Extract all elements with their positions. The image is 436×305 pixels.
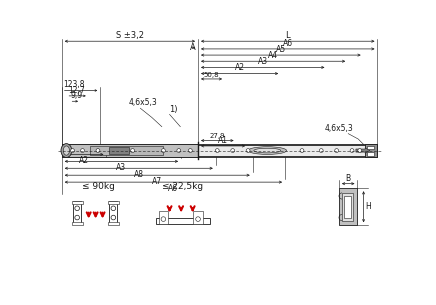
Circle shape — [319, 149, 323, 152]
Text: 4,6x5,3: 4,6x5,3 — [129, 99, 157, 107]
Circle shape — [335, 149, 339, 152]
FancyArrow shape — [356, 148, 370, 153]
Bar — [342, 193, 353, 221]
Text: 12,7: 12,7 — [68, 86, 85, 95]
Text: A7: A7 — [152, 177, 162, 186]
Circle shape — [161, 217, 166, 221]
Text: A3: A3 — [116, 163, 126, 172]
Circle shape — [111, 206, 116, 211]
Text: A3: A3 — [258, 57, 268, 66]
Circle shape — [188, 149, 192, 152]
Circle shape — [81, 149, 85, 152]
Bar — [62, 144, 378, 157]
Text: 27,9: 27,9 — [209, 133, 225, 139]
Circle shape — [75, 215, 79, 220]
Bar — [90, 146, 164, 155]
Bar — [109, 201, 117, 224]
Ellipse shape — [63, 146, 69, 155]
Ellipse shape — [61, 144, 72, 157]
Circle shape — [196, 217, 201, 221]
Circle shape — [246, 149, 250, 152]
Bar — [368, 145, 374, 149]
Bar — [339, 188, 358, 225]
Ellipse shape — [254, 148, 281, 153]
Text: 4,6x5,3: 4,6x5,3 — [325, 124, 354, 133]
Bar — [72, 222, 82, 225]
Bar — [156, 217, 210, 224]
Text: S ±3,2: S ±3,2 — [116, 31, 144, 40]
Text: 1): 1) — [170, 105, 178, 113]
Bar — [368, 152, 374, 156]
Text: A4: A4 — [268, 51, 278, 60]
Bar — [62, 144, 198, 157]
Text: A2: A2 — [79, 156, 89, 165]
Bar — [365, 144, 378, 157]
Bar — [159, 211, 168, 224]
Text: A8: A8 — [134, 170, 144, 179]
Text: A6: A6 — [168, 184, 178, 193]
Text: A1: A1 — [218, 136, 228, 145]
Text: A: A — [190, 43, 196, 52]
Bar — [194, 211, 203, 224]
Circle shape — [131, 149, 135, 152]
Ellipse shape — [248, 147, 286, 154]
Text: A6: A6 — [283, 39, 293, 48]
Text: 123,8: 123,8 — [63, 80, 85, 89]
Circle shape — [300, 149, 304, 152]
Text: A2: A2 — [235, 63, 245, 72]
Text: L: L — [286, 31, 290, 40]
Circle shape — [71, 149, 75, 152]
Text: A5: A5 — [276, 45, 286, 54]
Text: 50,8: 50,8 — [204, 72, 219, 78]
Bar — [73, 201, 81, 224]
Bar — [108, 201, 119, 204]
Text: 9,9: 9,9 — [70, 91, 82, 100]
Circle shape — [350, 149, 354, 152]
Circle shape — [231, 149, 235, 152]
Circle shape — [96, 149, 100, 152]
Bar — [198, 145, 378, 156]
Text: ≤ 90kg: ≤ 90kg — [82, 181, 114, 191]
Circle shape — [111, 215, 116, 220]
Circle shape — [75, 206, 79, 211]
Circle shape — [215, 149, 219, 152]
Text: H: H — [365, 202, 371, 211]
Circle shape — [161, 149, 165, 152]
Circle shape — [358, 149, 362, 152]
Bar — [344, 196, 351, 217]
Bar — [108, 222, 119, 225]
Circle shape — [177, 149, 181, 152]
Bar — [72, 201, 82, 204]
Text: ≤ 22,5kg: ≤ 22,5kg — [162, 181, 203, 191]
Text: B: B — [346, 174, 351, 182]
Bar — [109, 147, 129, 154]
